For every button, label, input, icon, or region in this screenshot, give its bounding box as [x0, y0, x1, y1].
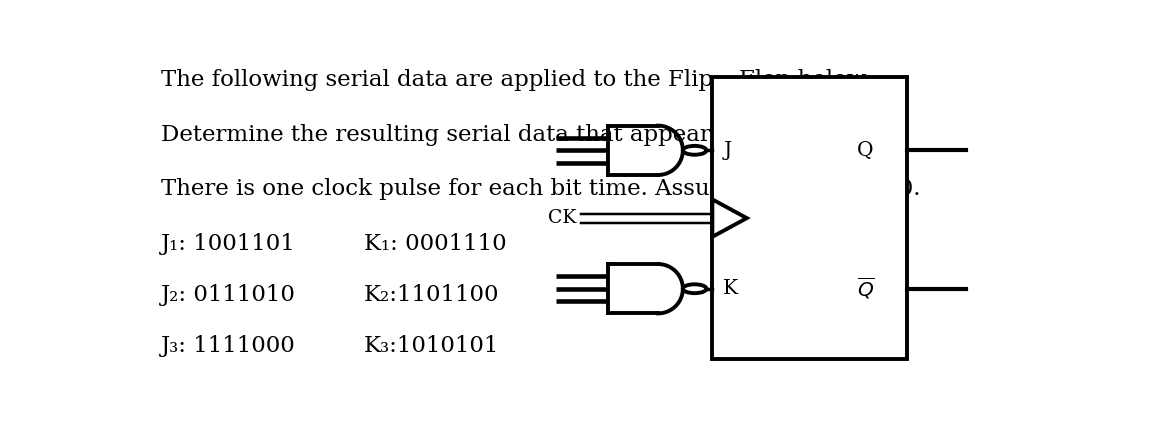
- Text: There is one clock pulse for each bit time. Assume Q is initially 0.: There is one clock pulse for each bit ti…: [160, 178, 920, 200]
- Text: $\overline{Q}$: $\overline{Q}$: [857, 276, 876, 301]
- Text: J: J: [724, 141, 732, 160]
- Text: Determine the resulting serial data that appear on the Q output.: Determine the resulting serial data that…: [160, 124, 907, 146]
- Text: Q: Q: [857, 141, 873, 160]
- Text: K₃:1010101: K₃:1010101: [364, 335, 499, 357]
- Text: J₂: 0111010: J₂: 0111010: [160, 284, 296, 306]
- Text: J₃: 1111000: J₃: 1111000: [160, 335, 296, 357]
- Text: K₂:1101100: K₂:1101100: [364, 284, 499, 306]
- Bar: [712, 77, 907, 359]
- Text: J₁: 1001101: J₁: 1001101: [160, 232, 296, 255]
- Text: K: K: [724, 279, 739, 298]
- Text: The following serial data are applied to the Flip – Flop below.: The following serial data are applied to…: [160, 69, 871, 91]
- Text: K₁: 0001110: K₁: 0001110: [364, 232, 506, 255]
- Text: CK: CK: [548, 209, 576, 227]
